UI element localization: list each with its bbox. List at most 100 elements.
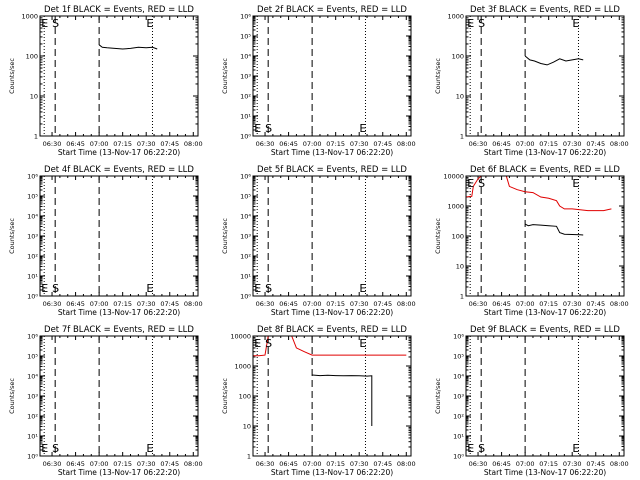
x-tick-label: 07:30 [563,460,582,468]
detector-panel-3: Det 3f BLACK = Events, RED = LLD Counts/s… [434,5,629,157]
y-tick-label: 10⁵ [27,193,38,201]
x-tick-label: 08:00 [397,460,416,468]
y-tick-label: 10⁵ [240,33,251,41]
x-tick-label: 06:30 [469,140,488,148]
y-tick-label: 10² [453,413,464,421]
x-tick-label: 07:30 [563,140,582,148]
x-axis-label: Start Time (13-Nov-17 06:22:20) [484,308,606,317]
x-tick-label: 07:15 [113,300,132,308]
y-tick-label: 10⁶ [240,13,251,21]
y-tick-label: 1 [460,293,464,301]
events-series-line [98,44,158,50]
x-tick-label: 06:30 [256,140,275,148]
marker-label-e: E [254,337,261,350]
x-tick-label: 06:30 [469,460,488,468]
y-tick-label: 10⁰ [27,293,38,301]
x-tick-label: 07:15 [539,300,558,308]
y-axis-label: Counts/sec [8,218,16,254]
marker-label-e: E [146,442,153,455]
marker-label-e: E [467,17,474,30]
y-tick-label: 10⁰ [27,453,38,461]
y-tick-label: 10⁰ [240,133,251,141]
x-tick-label: 06:30 [43,460,62,468]
x-tick-label: 07:15 [113,460,132,468]
x-tick-label: 07:30 [350,300,369,308]
x-axis-label: Start Time (13-Nov-17 06:22:20) [58,468,180,477]
marker-label-e: E [146,17,153,30]
y-tick-label: 100 [26,53,38,61]
detector-panel-1: Det 1f BLACK = Events, RED = LLD Counts/s… [8,5,203,157]
detector-panel-7: Det 7f BLACK = Events, RED = LLD Counts/s… [8,325,203,477]
x-axis-label: Start Time (13-Nov-17 06:22:20) [271,308,393,317]
events-series-line [524,55,584,66]
panel-frame [39,335,199,457]
detector-panel-4: Det 4f BLACK = Events, RED = LLD Counts/s… [8,165,203,317]
y-tick-label: 1000 [447,203,464,211]
x-tick-label: 07:30 [350,460,369,468]
marker-label-s: S [478,177,485,190]
x-tick-label: 07:00 [90,140,109,148]
y-tick-label: 10⁴ [27,213,38,221]
marker-label-e: E [254,122,261,135]
y-tick-label: 10¹ [240,273,251,281]
marker-label-e: E [572,177,579,190]
panel-frame [252,335,412,457]
x-tick-label: 07:45 [586,460,605,468]
x-tick-label: 08:00 [610,300,629,308]
x-tick-label: 07:00 [90,300,109,308]
y-tick-label: 1 [247,453,251,461]
x-tick-label: 08:00 [610,460,629,468]
y-tick-label: 10¹ [240,113,251,121]
y-tick-label: 10⁴ [240,53,251,61]
y-tick-label: 10⁵ [453,353,464,361]
y-tick-label: 10000 [443,173,464,181]
marker-label-e: E [41,282,48,295]
x-tick-label: 08:00 [397,140,416,148]
x-tick-label: 07:30 [563,300,582,308]
panel-title: Det 9f BLACK = Events, RED = LLD [470,325,620,335]
detector-panel-5: Det 5f BLACK = Events, RED = LLD Counts/s… [221,165,416,317]
marker-label-e: E [359,122,366,135]
y-tick-label: 100 [239,393,251,401]
panel-title: Det 1f BLACK = Events, RED = LLD [44,5,194,15]
x-tick-label: 07:00 [516,300,535,308]
y-tick-label: 10⁰ [240,293,251,301]
marker-label-s: S [478,442,485,455]
panel-title: Det 8f BLACK = Events, RED = LLD [257,325,407,335]
x-tick-label: 06:30 [469,300,488,308]
marker-label-s: S [52,282,59,295]
panel-title: Det 5f BLACK = Events, RED = LLD [257,165,407,175]
x-tick-label: 08:00 [184,140,203,148]
x-tick-label: 06:30 [43,140,62,148]
y-tick-label: 10² [27,253,38,261]
x-tick-label: 07:15 [326,300,345,308]
x-tick-label: 06:30 [256,300,275,308]
panel-frame [39,15,199,137]
marker-label-s: S [478,17,485,30]
panel-title: Det 7f BLACK = Events, RED = LLD [44,325,194,335]
x-tick-label: 07:45 [373,460,392,468]
events-series-line [524,223,584,236]
x-tick-label: 06:30 [256,460,275,468]
x-axis-label: Start Time (13-Nov-17 06:22:20) [271,148,393,157]
y-tick-label: 1000 [21,13,38,21]
y-tick-label: 10⁴ [453,373,464,381]
x-tick-label: 07:45 [160,140,179,148]
x-tick-label: 07:30 [137,460,156,468]
marker-label-e: E [41,17,48,30]
y-tick-label: 10² [240,253,251,261]
x-axis-label: Start Time (13-Nov-17 06:22:20) [484,148,606,157]
panel-title: Det 4f BLACK = Events, RED = LLD [44,165,194,175]
y-tick-label: 10¹ [27,433,38,441]
marker-label-e: E [359,282,366,295]
x-axis-label: Start Time (13-Nov-17 06:22:20) [271,468,393,477]
x-tick-label: 07:15 [113,140,132,148]
x-axis-label: Start Time (13-Nov-17 06:22:20) [484,468,606,477]
y-tick-label: 10³ [240,233,251,241]
y-axis-label: Counts/sec [8,378,16,414]
y-tick-label: 10⁵ [240,193,251,201]
marker-label-e: E [572,17,579,30]
marker-label-e: E [254,282,261,295]
x-tick-label: 08:00 [610,140,629,148]
y-tick-label: 10 [456,93,464,101]
